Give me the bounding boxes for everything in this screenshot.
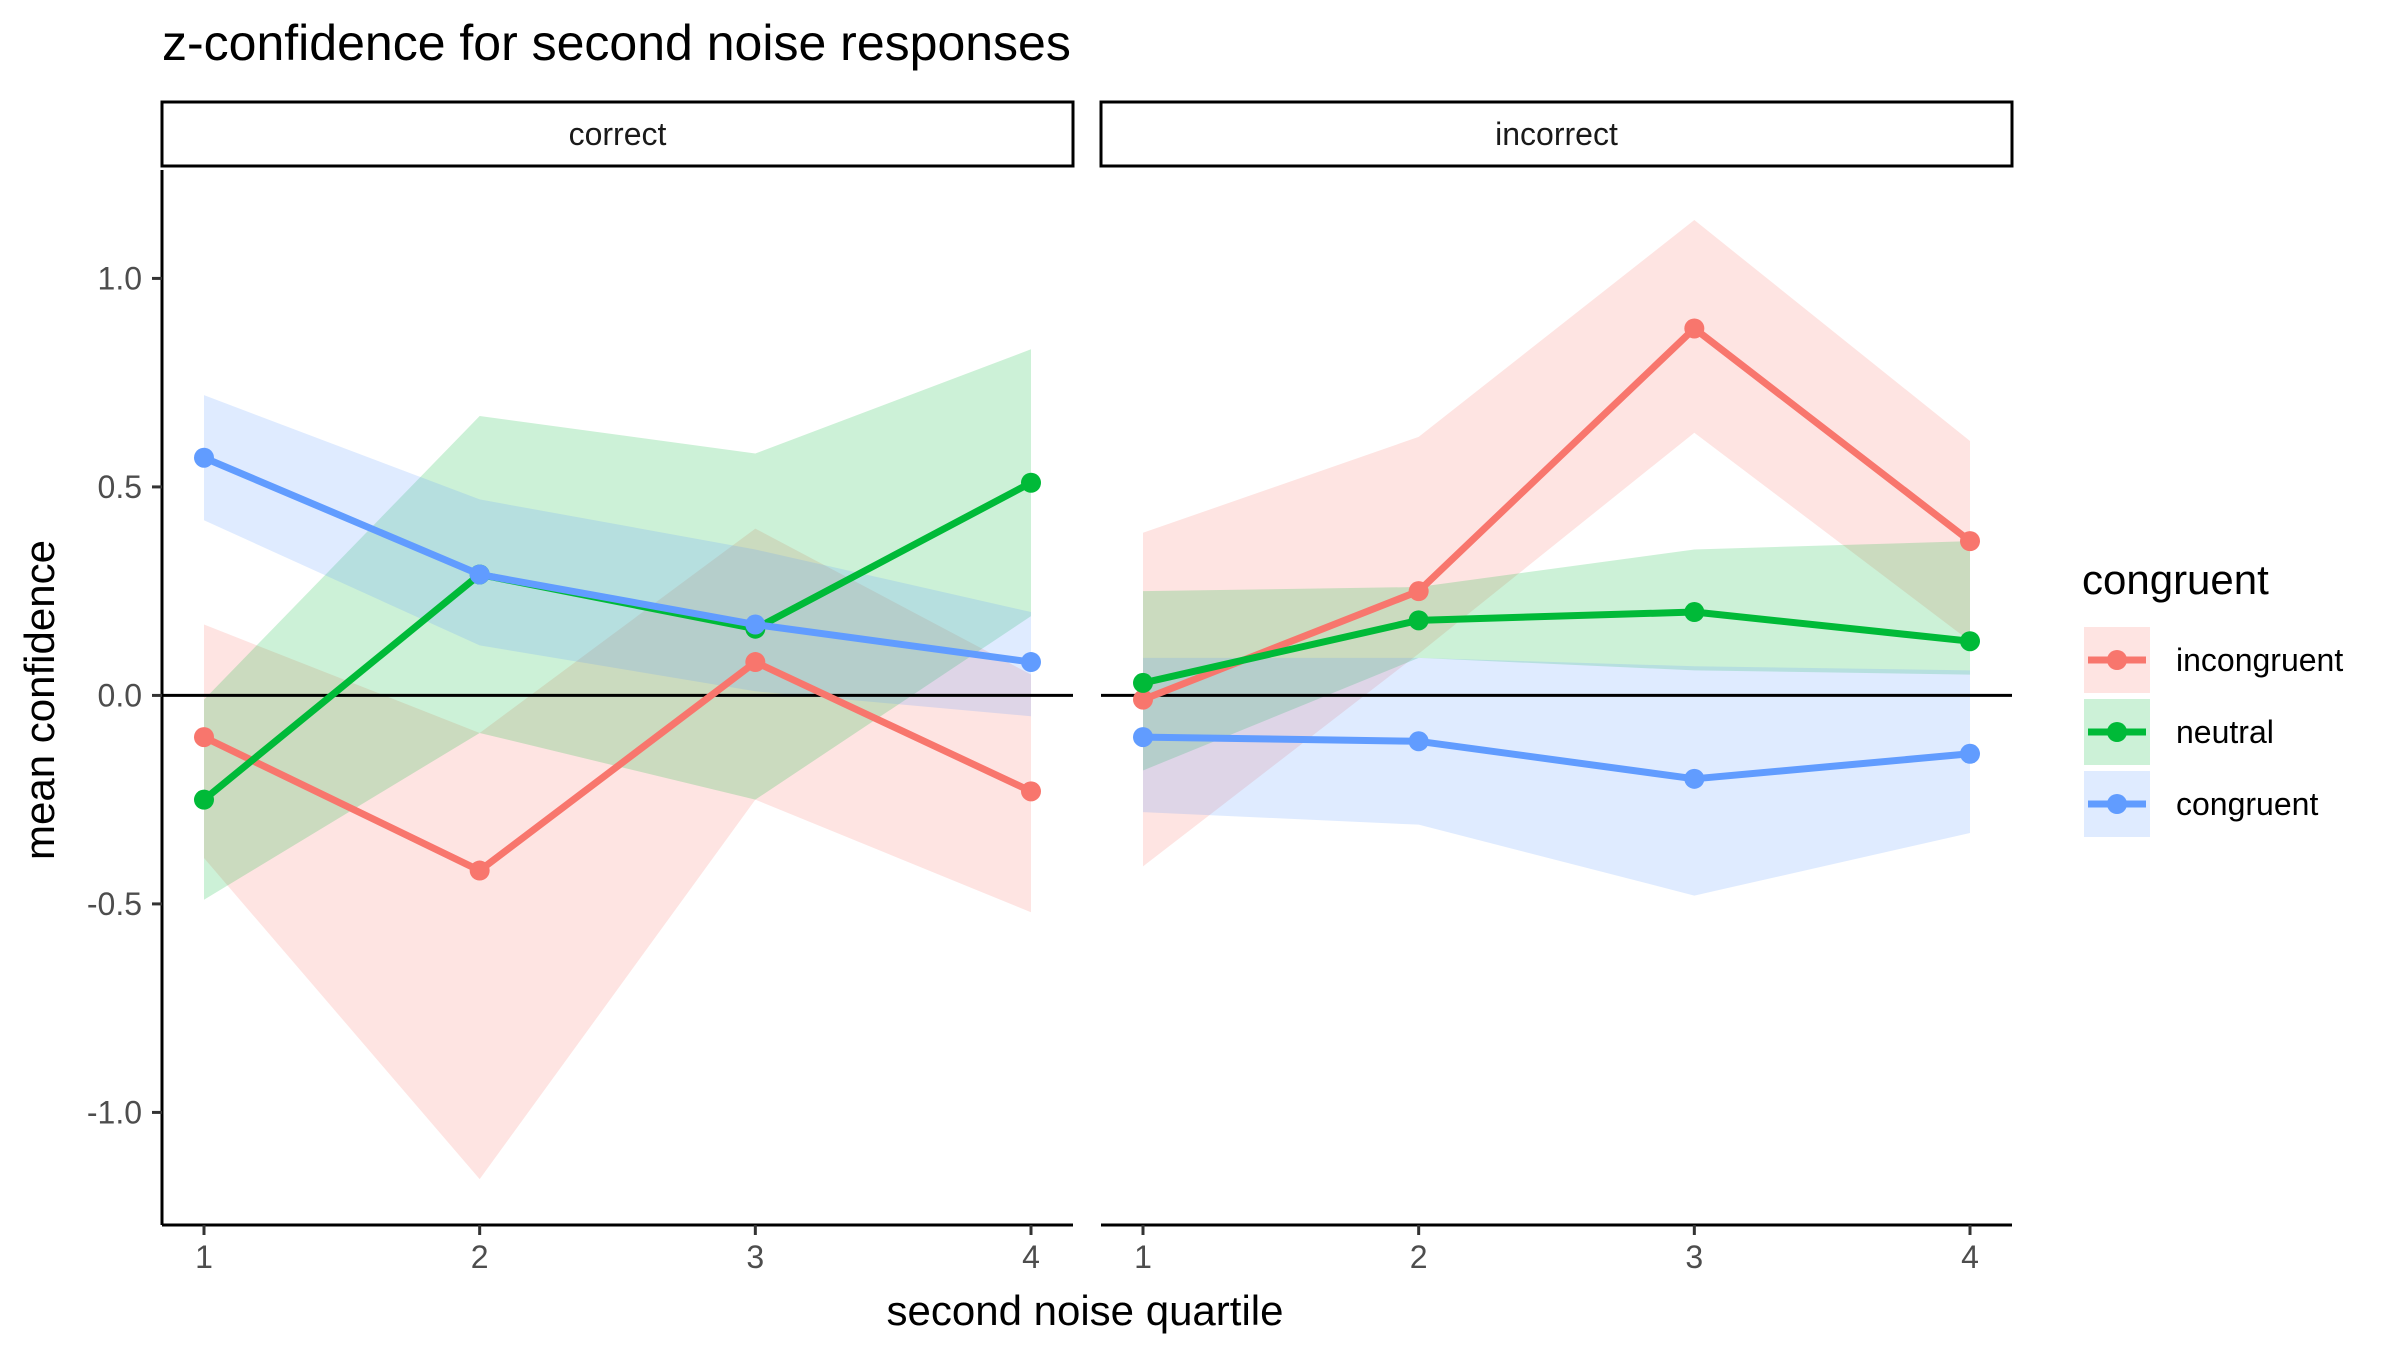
x-tick-label-correct-3: 3 bbox=[746, 1239, 764, 1275]
legend-key-point-neutral bbox=[2107, 722, 2127, 742]
legend-item-congruent: congruent bbox=[2084, 771, 2318, 837]
legend-label-neutral: neutral bbox=[2176, 714, 2274, 750]
point-congruent-correct-1 bbox=[194, 447, 214, 468]
x-tick-label-incorrect-1: 1 bbox=[1134, 1239, 1152, 1275]
legend-item-neutral: neutral bbox=[2084, 699, 2274, 765]
point-congruent-incorrect-3 bbox=[1684, 768, 1705, 789]
point-neutral-incorrect-1 bbox=[1133, 672, 1153, 693]
chart-title: z-confidence for second noise responses bbox=[162, 15, 1071, 71]
legend: congruent incongruent neutral congruent bbox=[2082, 556, 2343, 837]
x-tick-label-incorrect-3: 3 bbox=[1685, 1239, 1703, 1275]
x-tick-label-correct-4: 4 bbox=[1022, 1239, 1040, 1275]
point-congruent-incorrect-2 bbox=[1408, 731, 1429, 752]
y-tick-label--0.5: -0.5 bbox=[87, 886, 142, 922]
point-congruent-correct-2 bbox=[469, 564, 490, 585]
legend-label-congruent: congruent bbox=[2176, 786, 2318, 822]
point-congruent-correct-3 bbox=[745, 614, 766, 635]
panel-incorrect: incorrect 1 2 3 4 bbox=[1099, 100, 2014, 1275]
x-tick-label-correct-2: 2 bbox=[471, 1239, 489, 1275]
line-congruent-incorrect bbox=[1139, 733, 1974, 783]
y-tick-label-0.5: 0.5 bbox=[98, 469, 142, 505]
point-incongruent-correct-4 bbox=[1021, 781, 1041, 802]
point-incongruent-incorrect-3 bbox=[1684, 318, 1705, 339]
line-incongruent-correct bbox=[200, 658, 1035, 875]
x-tick-label-correct-1: 1 bbox=[195, 1239, 213, 1275]
panel-correct: correct 1 2 3 4 bbox=[160, 100, 1075, 1275]
point-neutral-incorrect-2 bbox=[1408, 610, 1429, 631]
legend-label-incongruent: incongruent bbox=[2176, 642, 2343, 678]
legend-title: congruent bbox=[2082, 556, 2269, 603]
strip-label-incorrect: incorrect bbox=[1495, 116, 1618, 152]
line-congruent-correct bbox=[200, 454, 1035, 666]
strip-correct bbox=[160, 100, 1075, 168]
point-neutral-incorrect-4 bbox=[1960, 631, 1980, 652]
legend-key-point-congruent bbox=[2107, 794, 2127, 814]
ribbon-congruent-incorrect bbox=[1143, 657, 1970, 896]
y-tick-label--1.0: -1.0 bbox=[87, 1094, 142, 1130]
point-incongruent-correct-3 bbox=[745, 652, 766, 673]
point-incongruent-incorrect-1 bbox=[1133, 689, 1153, 710]
x-tick-label-incorrect-2: 2 bbox=[1410, 1239, 1428, 1275]
ribbon-neutral-correct bbox=[204, 349, 1031, 900]
point-incongruent-incorrect-2 bbox=[1408, 581, 1429, 602]
point-incongruent-incorrect-4 bbox=[1960, 531, 1980, 552]
x-axis-title: second noise quartile bbox=[887, 1287, 1284, 1334]
point-congruent-incorrect-4 bbox=[1960, 743, 1980, 764]
point-congruent-incorrect-1 bbox=[1133, 727, 1153, 748]
line-incongruent-incorrect bbox=[1139, 324, 1974, 704]
x-tick-label-incorrect-4: 4 bbox=[1961, 1239, 1979, 1275]
point-neutral-correct-1 bbox=[194, 789, 214, 810]
point-congruent-correct-4 bbox=[1021, 652, 1041, 673]
point-neutral-correct-4 bbox=[1021, 472, 1041, 493]
y-tick-label-0.0: 0.0 bbox=[98, 677, 142, 713]
point-neutral-incorrect-3 bbox=[1684, 602, 1705, 623]
legend-item-incongruent: incongruent bbox=[2084, 627, 2343, 693]
legend-key-point-incongruent bbox=[2107, 650, 2127, 670]
strip-incorrect bbox=[1099, 100, 2014, 168]
y-tick-label-1.0: 1.0 bbox=[98, 260, 142, 296]
y-axis-title: mean confidence bbox=[16, 540, 63, 860]
point-incongruent-correct-1 bbox=[194, 727, 214, 748]
line-neutral-incorrect bbox=[1139, 608, 1974, 687]
ribbon-neutral-incorrect bbox=[1143, 541, 1970, 771]
panels: correct 1 2 3 4 incorrect 1 2 3 4 bbox=[160, 100, 2014, 1275]
point-incongruent-correct-2 bbox=[469, 860, 490, 881]
y-axis: -1.0 -0.5 0.0 0.5 1.0 bbox=[87, 170, 164, 1225]
strip-label-correct: correct bbox=[569, 116, 667, 152]
